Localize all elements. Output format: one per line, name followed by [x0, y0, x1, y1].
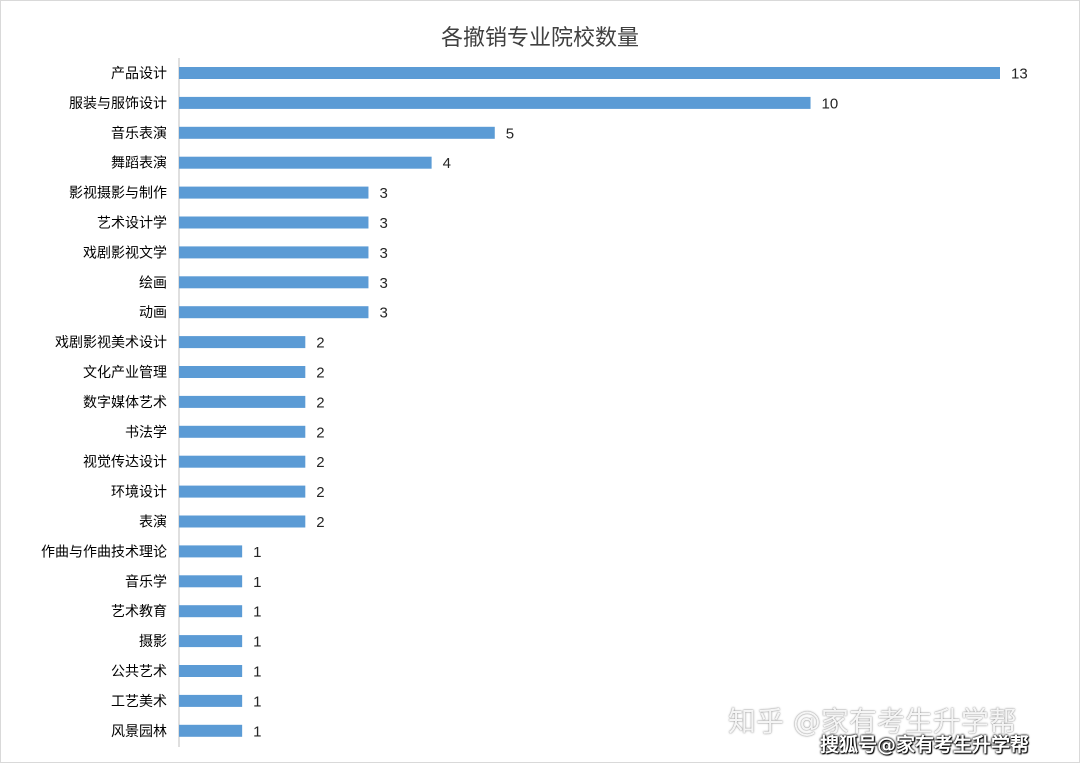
bar-23	[179, 724, 243, 737]
bar-7	[179, 246, 369, 259]
category-label: 风景园林	[111, 724, 167, 740]
bar-13	[179, 425, 306, 438]
value-label: 1	[253, 604, 261, 621]
bar-20	[179, 635, 243, 648]
value-label: 1	[253, 544, 261, 561]
value-label: 2	[316, 335, 324, 352]
bar-2	[179, 96, 811, 109]
category-label: 舞蹈表演	[111, 156, 167, 172]
value-label: 2	[316, 424, 324, 441]
category-label: 视觉传达设计	[83, 455, 167, 471]
category-labels: 产品设计服装与服饰设计音乐表演舞蹈表演影视摄影与制作艺术设计学戏剧影视文学绘画动…	[41, 66, 167, 740]
chart-title: 各撤销专业院校数量	[441, 26, 639, 51]
value-label: 3	[379, 275, 387, 292]
value-label: 3	[379, 185, 387, 202]
category-label: 动画	[139, 305, 167, 321]
category-label: 戏剧影视美术设计	[55, 335, 167, 351]
value-label: 10	[822, 95, 839, 112]
bar-15	[179, 485, 306, 498]
bar-19	[179, 605, 243, 618]
value-label: 2	[316, 514, 324, 531]
bar-14	[179, 455, 306, 468]
bar-5	[179, 186, 369, 199]
category-label: 影视摄影与制作	[69, 186, 167, 202]
bar-21	[179, 665, 243, 677]
value-label: 2	[316, 394, 324, 411]
category-label: 作曲与作曲技术理论	[41, 544, 167, 560]
value-label: 2	[316, 365, 324, 382]
value-label: 1	[253, 723, 261, 740]
category-label: 产品设计	[111, 66, 167, 82]
bar-9	[179, 306, 369, 319]
value-labels: 13 10 5 4 3 3 3 3 3 2 2 2 2 2 2 2 1 1 1 1 1 1 1	[253, 66, 1028, 741]
value-label: 13	[1011, 66, 1028, 83]
bar-17	[179, 545, 243, 558]
value-label: 1	[253, 574, 261, 591]
bar-18	[179, 575, 243, 588]
value-label: 3	[379, 245, 387, 262]
category-label: 艺术教育	[111, 604, 167, 620]
bar-12	[179, 395, 306, 408]
category-label: 表演	[139, 515, 167, 531]
category-label: 书法学	[125, 425, 167, 441]
value-label: 1	[253, 664, 261, 681]
category-label: 音乐表演	[111, 125, 167, 142]
value-label: 2	[316, 454, 324, 471]
category-label: 数字媒体艺术	[83, 395, 167, 411]
value-label: 3	[379, 215, 387, 232]
category-label: 艺术设计学	[97, 216, 167, 232]
value-label: 4	[443, 155, 451, 172]
value-label: 2	[316, 484, 324, 501]
category-label: 绘画	[139, 275, 167, 291]
bar-1	[179, 67, 1000, 79]
bar-10	[179, 336, 306, 349]
bar-4	[179, 156, 432, 169]
zhihu-watermark: 知乎 @家有考生升学帮	[728, 705, 1017, 738]
value-label: 5	[506, 125, 514, 142]
sohu-watermark: 搜狐号@家有考生升学帮	[820, 734, 1030, 756]
bar-16	[179, 515, 306, 528]
bar-6	[179, 216, 369, 229]
category-label: 环境设计	[111, 485, 167, 501]
value-label: 1	[253, 693, 261, 710]
category-label: 戏剧影视文学	[83, 245, 167, 261]
value-label: 1	[253, 634, 261, 651]
category-label: 公共艺术	[111, 664, 167, 680]
bar-11	[179, 366, 306, 378]
bar-3	[179, 126, 495, 139]
category-label: 摄影	[139, 634, 167, 650]
category-label: 文化产业管理	[83, 365, 167, 381]
bar-8	[179, 276, 369, 289]
category-label: 服装与服饰设计	[69, 96, 167, 112]
value-label: 3	[379, 305, 387, 322]
category-label: 音乐学	[125, 573, 167, 590]
category-label: 工艺美术	[111, 694, 167, 710]
bars-group	[179, 67, 1000, 737]
bar-22	[179, 694, 243, 707]
